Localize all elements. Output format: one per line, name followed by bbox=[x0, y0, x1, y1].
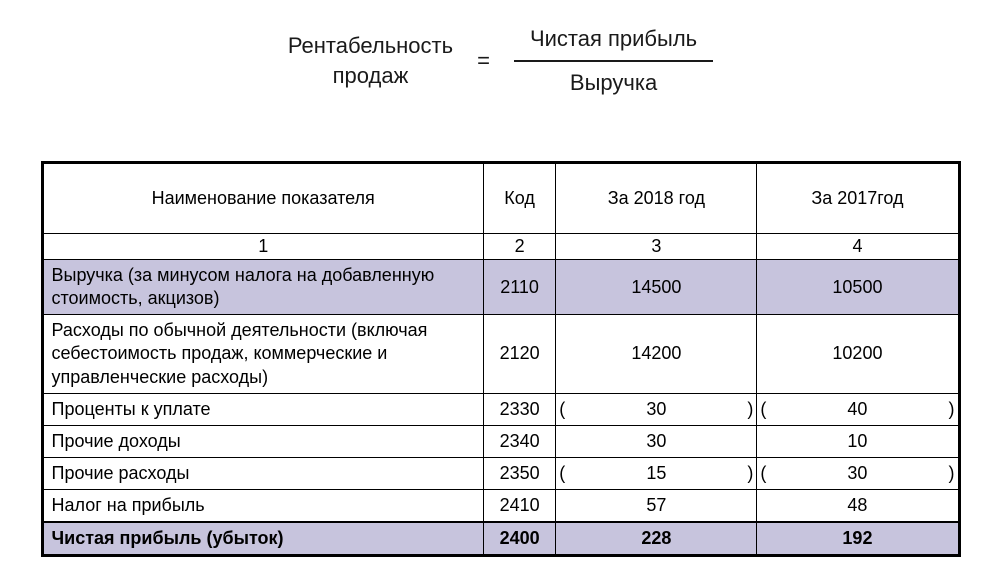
row-value: (15) bbox=[556, 457, 757, 489]
value-number: 40 bbox=[769, 399, 945, 420]
paren-right: ) bbox=[946, 399, 958, 420]
row-value: 14500 bbox=[556, 260, 757, 315]
column-number-row: 1 2 3 4 bbox=[43, 234, 958, 260]
value-number: 14200 bbox=[568, 343, 744, 364]
paren-left: ( bbox=[556, 399, 568, 420]
header-year-2018: За 2018 год bbox=[556, 164, 757, 234]
paren-right: ) bbox=[744, 463, 756, 484]
row-value: 10500 bbox=[757, 260, 958, 315]
row-name: Прочие расходы bbox=[43, 457, 483, 489]
table-row: Прочие расходы2350(15)(30) bbox=[43, 457, 958, 489]
header-year-2017: За 2017год bbox=[757, 164, 958, 234]
formula-lhs: Рентабельность продаж bbox=[288, 31, 453, 90]
paren-right: ) bbox=[946, 463, 958, 484]
profitability-formula: Рентабельность продаж = Чистая прибыль В… bbox=[0, 24, 1001, 97]
formula-lhs-line2: продаж bbox=[288, 61, 453, 91]
row-code: 2400 bbox=[483, 522, 555, 555]
formula-rhs: Чистая прибыль Выручка bbox=[514, 24, 713, 97]
row-code: 2410 bbox=[483, 489, 555, 522]
financial-table: Наименование показателя Код За 2018 год … bbox=[43, 163, 959, 554]
value-number: 48 bbox=[769, 495, 945, 516]
row-name: Проценты к уплате bbox=[43, 393, 483, 425]
row-value: 14200 bbox=[556, 315, 757, 393]
row-value: 10 bbox=[757, 425, 958, 457]
table-row: Чистая прибыль (убыток)2400 228 192 bbox=[43, 522, 958, 555]
row-code: 2110 bbox=[483, 260, 555, 315]
row-name: Прочие доходы bbox=[43, 425, 483, 457]
formula-lhs-line1: Рентабельность bbox=[288, 31, 453, 61]
row-code: 2120 bbox=[483, 315, 555, 393]
table-row: Налог на прибыль2410 57 48 bbox=[43, 489, 958, 522]
row-value: (30) bbox=[757, 457, 958, 489]
value-number: 10200 bbox=[769, 343, 945, 364]
colnum-3: 3 bbox=[556, 234, 757, 260]
table-row: Выручка (за минусом налога на добавленну… bbox=[43, 260, 958, 315]
paren-left: ( bbox=[556, 463, 568, 484]
row-value: (30) bbox=[556, 393, 757, 425]
table-body: 1 2 3 4 Выручка (за минусом налога на до… bbox=[43, 234, 958, 554]
value-number: 10 bbox=[769, 431, 945, 452]
value-number: 57 bbox=[568, 495, 744, 516]
row-value: 57 bbox=[556, 489, 757, 522]
paren-left: ( bbox=[757, 463, 769, 484]
paren-right: ) bbox=[744, 399, 756, 420]
value-number: 10500 bbox=[769, 277, 945, 298]
formula-denominator: Выручка bbox=[514, 62, 713, 98]
value-number: 192 bbox=[769, 528, 945, 549]
row-name: Расходы по обычной деятельности (включая… bbox=[43, 315, 483, 393]
value-number: 30 bbox=[769, 463, 945, 484]
value-number: 15 bbox=[568, 463, 744, 484]
row-value: 48 bbox=[757, 489, 958, 522]
row-code: 2330 bbox=[483, 393, 555, 425]
row-name: Налог на прибыль bbox=[43, 489, 483, 522]
colnum-2: 2 bbox=[483, 234, 555, 260]
value-number: 30 bbox=[568, 399, 744, 420]
table-row: Расходы по обычной деятельности (включая… bbox=[43, 315, 958, 393]
value-number: 228 bbox=[568, 528, 744, 549]
header-code: Код bbox=[483, 164, 555, 234]
row-code: 2350 bbox=[483, 457, 555, 489]
header-name: Наименование показателя bbox=[43, 164, 483, 234]
row-value: 192 bbox=[757, 522, 958, 555]
table-row: Проценты к уплате2330(30)(40) bbox=[43, 393, 958, 425]
value-number: 30 bbox=[568, 431, 744, 452]
table-row: Прочие доходы2340 30 10 bbox=[43, 425, 958, 457]
formula-numerator: Чистая прибыль bbox=[514, 24, 713, 62]
row-value: (40) bbox=[757, 393, 958, 425]
paren-left: ( bbox=[757, 399, 769, 420]
row-value: 10200 bbox=[757, 315, 958, 393]
row-value: 228 bbox=[556, 522, 757, 555]
value-number: 14500 bbox=[568, 277, 744, 298]
financial-table-container: Наименование показателя Код За 2018 год … bbox=[41, 161, 961, 556]
table-header-row: Наименование показателя Код За 2018 год … bbox=[43, 164, 958, 234]
row-name: Чистая прибыль (убыток) bbox=[43, 522, 483, 555]
row-name: Выручка (за минусом налога на добавленну… bbox=[43, 260, 483, 315]
row-value: 30 bbox=[556, 425, 757, 457]
row-code: 2340 bbox=[483, 425, 555, 457]
colnum-1: 1 bbox=[43, 234, 483, 260]
colnum-4: 4 bbox=[757, 234, 958, 260]
formula-equals: = bbox=[477, 48, 490, 74]
